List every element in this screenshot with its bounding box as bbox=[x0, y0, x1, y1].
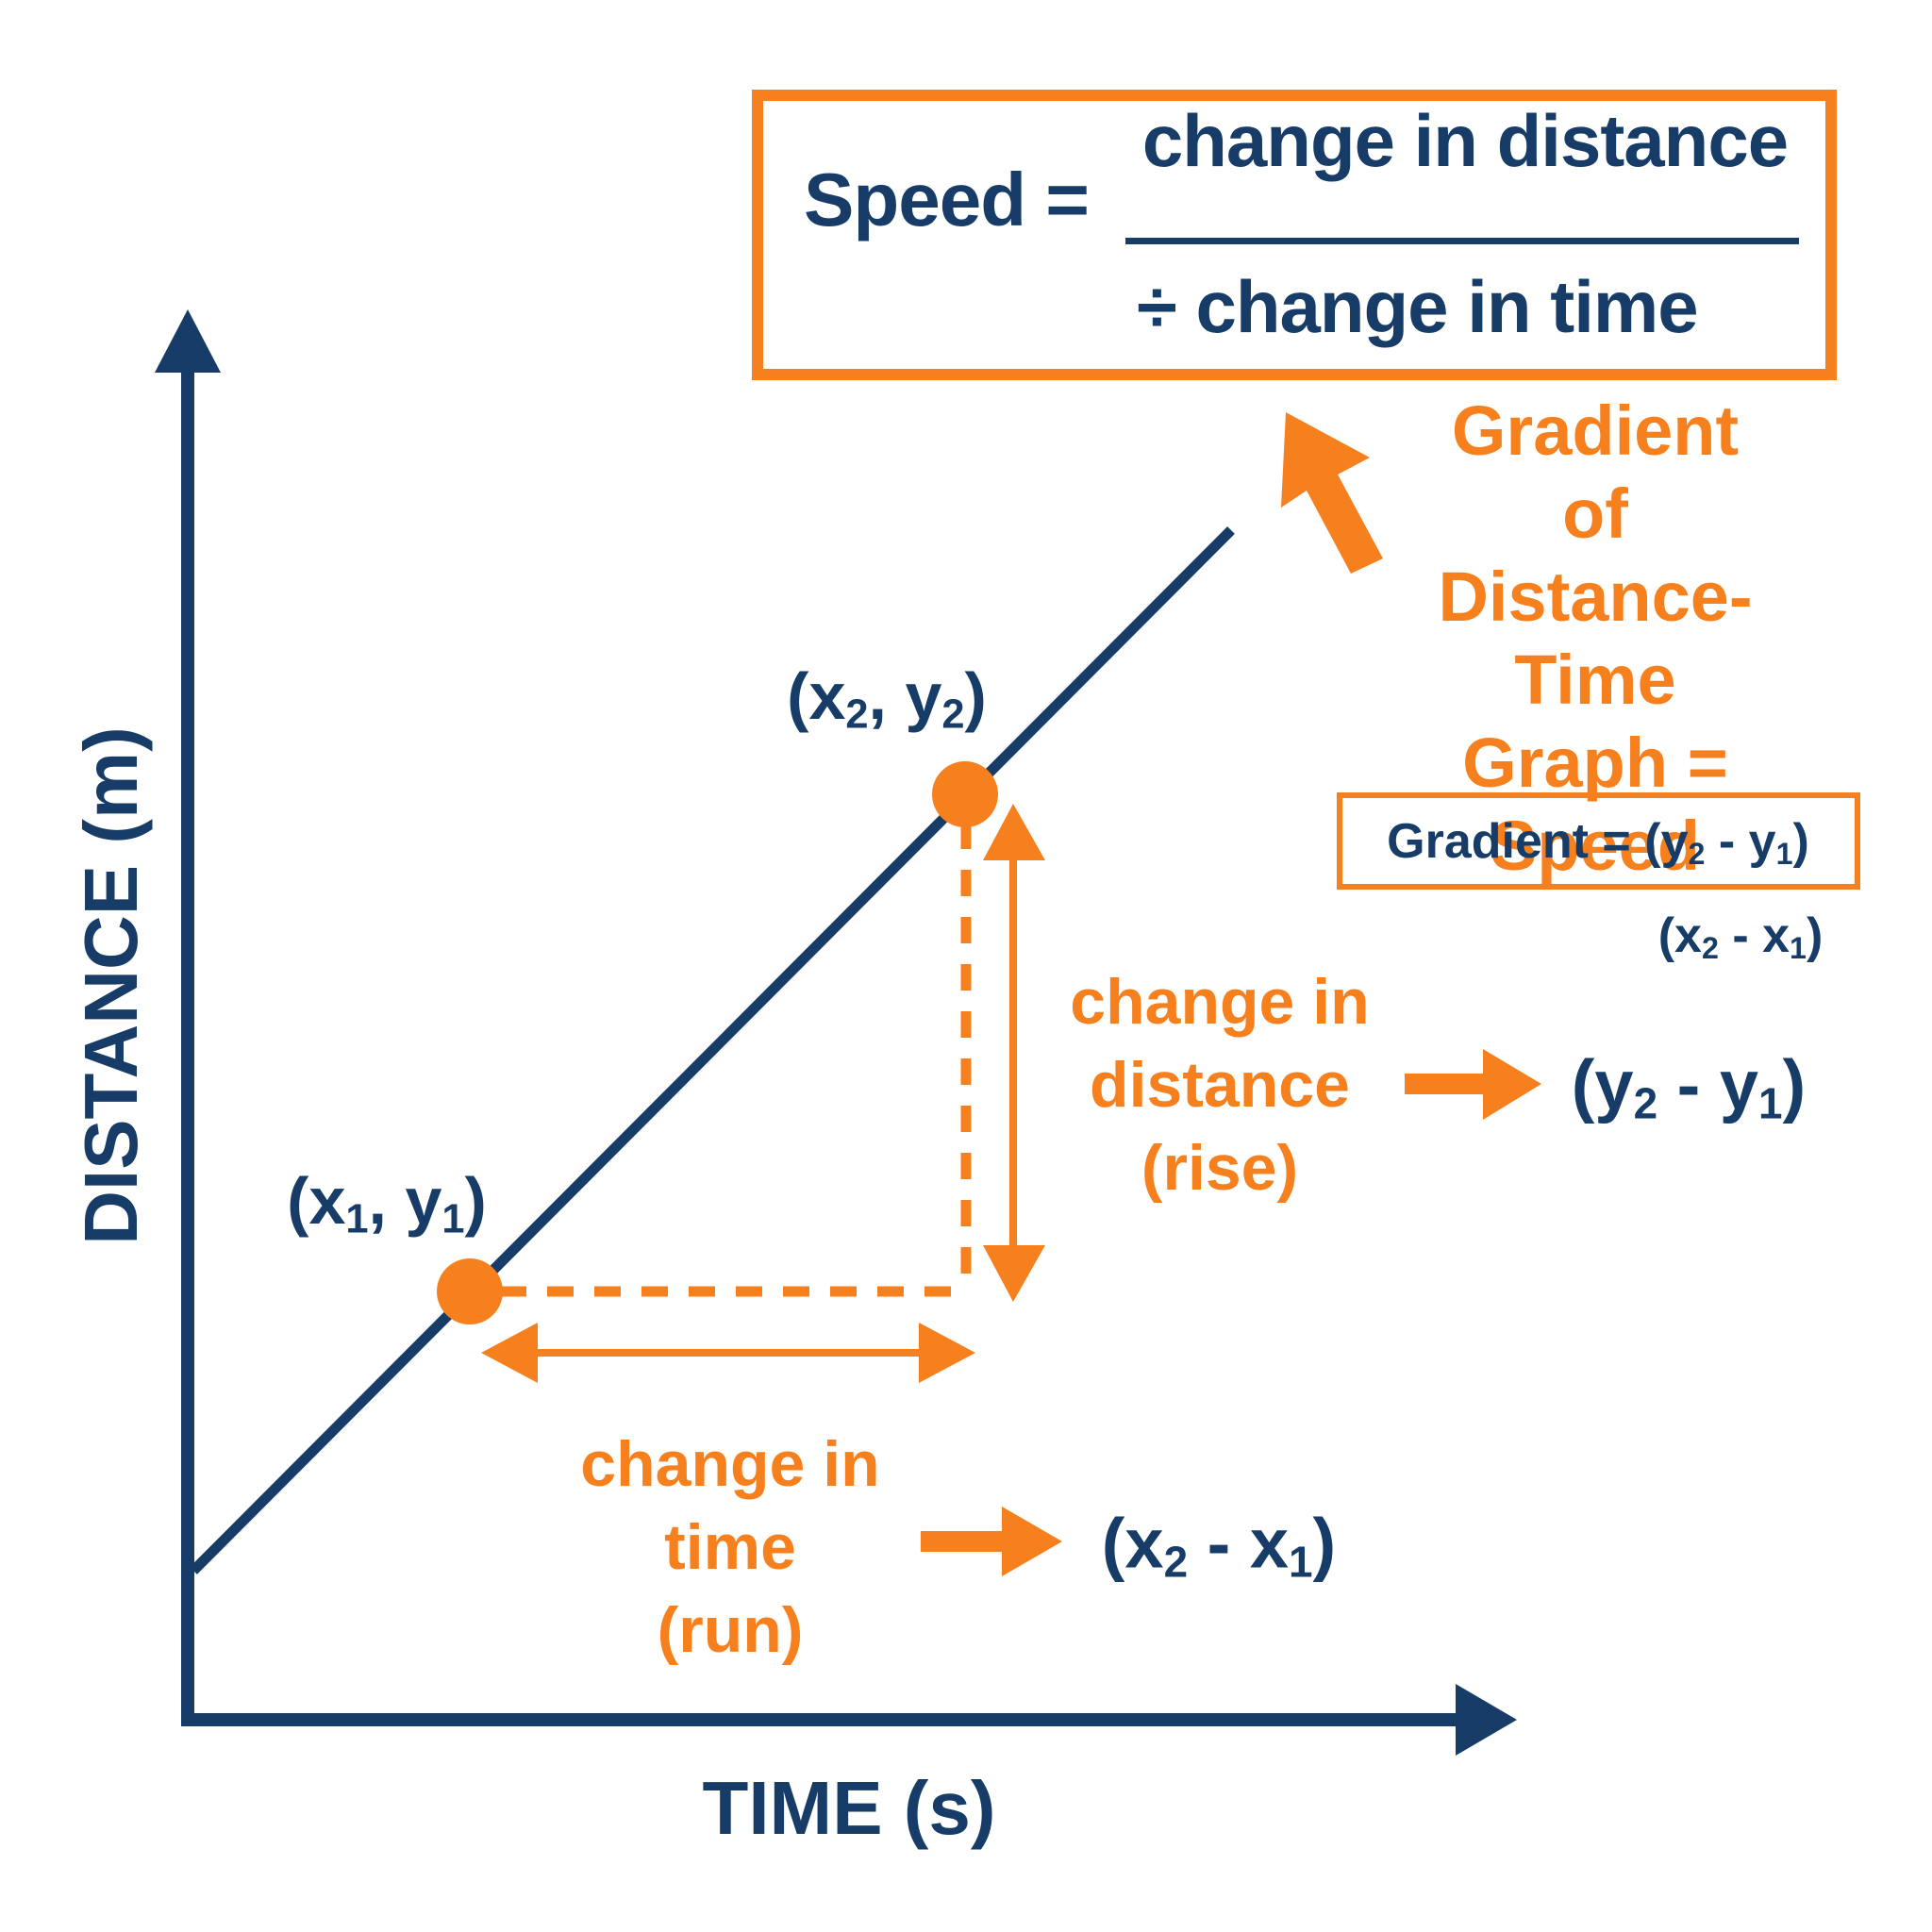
text: , y bbox=[868, 659, 942, 733]
text: Gradient = (y bbox=[1387, 814, 1689, 869]
text: , y bbox=[368, 1164, 442, 1238]
subscript: 2 bbox=[1163, 1537, 1189, 1587]
text: (x bbox=[787, 659, 846, 733]
rise-label: change in distance (rise) bbox=[1070, 960, 1369, 1209]
point-2 bbox=[932, 761, 998, 827]
distance-time-line bbox=[190, 526, 1235, 1574]
subscript: 1 bbox=[1775, 837, 1793, 872]
gradient-formula-denominator: (x2 - x1) bbox=[1658, 908, 1824, 964]
speed-formula-lhs: Speed = bbox=[804, 158, 1090, 242]
run-double-arrow-icon bbox=[481, 1323, 975, 1383]
run-expression: (x2 - x1) bbox=[1102, 1504, 1336, 1584]
rise-result-arrow-icon bbox=[1405, 1049, 1541, 1120]
speed-formula-numerator: change in distance bbox=[1141, 99, 1789, 182]
x-axis-arrowhead-icon bbox=[1456, 1684, 1517, 1756]
dashed-triangle bbox=[500, 823, 972, 1297]
subscript: 2 bbox=[1633, 1078, 1658, 1128]
text: ) bbox=[1806, 908, 1824, 963]
text: - x bbox=[1188, 1504, 1290, 1583]
subscript: 2 bbox=[941, 691, 965, 738]
pointer-arrow-icon bbox=[1281, 412, 1383, 574]
run-result-arrow-icon bbox=[921, 1507, 1062, 1576]
text: - y bbox=[1657, 1045, 1759, 1124]
subscript: 1 bbox=[1790, 931, 1807, 966]
point-1-label: (x1, y1) bbox=[287, 1163, 487, 1242]
speed-formula-denominator: ÷ change in time bbox=[1137, 265, 1699, 348]
text: (x bbox=[1657, 908, 1702, 963]
point-2-label: (x2, y2) bbox=[787, 658, 987, 735]
gradient-formula-box bbox=[1337, 792, 1860, 890]
subscript: 2 bbox=[845, 691, 869, 738]
rise-expression: (y2 - y1) bbox=[1572, 1045, 1806, 1125]
gradient-statement-line: Graph = Speed bbox=[1462, 724, 1728, 885]
x-axis bbox=[181, 1684, 1517, 1756]
text: ) bbox=[1792, 814, 1809, 869]
gradient-statement: Gradient of Distance-Time Graph = Speed bbox=[1427, 390, 1764, 888]
gradient-statement-line: Gradient of bbox=[1451, 391, 1740, 553]
text: (y bbox=[1571, 1045, 1634, 1124]
run-label-line: (run) bbox=[657, 1594, 804, 1666]
gradient-statement-line: Distance-Time bbox=[1438, 558, 1753, 719]
subscript: 2 bbox=[1701, 931, 1719, 966]
text: (x bbox=[287, 1164, 346, 1238]
text: ) bbox=[1312, 1504, 1337, 1583]
fraction-bar bbox=[1125, 238, 1799, 244]
subscript: 1 bbox=[441, 1196, 465, 1242]
text: - y bbox=[1705, 814, 1776, 869]
rise-label-line: change in bbox=[1070, 966, 1370, 1038]
subscript: 1 bbox=[345, 1196, 369, 1242]
run-label: change in time (run) bbox=[580, 1423, 879, 1672]
y-axis-arrowhead-icon bbox=[155, 309, 221, 373]
speed-formula-box bbox=[752, 90, 1837, 380]
text: ) bbox=[464, 1164, 487, 1238]
point-1 bbox=[437, 1258, 503, 1324]
gradient-formula-numerator: Gradient = (y2 - y1) bbox=[1387, 813, 1809, 870]
y-axis bbox=[155, 309, 221, 1726]
subscript: 2 bbox=[1688, 837, 1706, 872]
rise-double-arrow-icon bbox=[983, 804, 1045, 1302]
text: ) bbox=[1782, 1045, 1807, 1124]
text: - x bbox=[1718, 908, 1790, 963]
x-axis-title: TIME (s) bbox=[702, 1766, 996, 1850]
run-label-line: change in bbox=[580, 1428, 880, 1500]
subscript: 1 bbox=[1758, 1078, 1783, 1128]
subscript: 1 bbox=[1289, 1537, 1313, 1587]
text: ) bbox=[964, 659, 987, 733]
run-label-line: time bbox=[664, 1511, 796, 1583]
y-axis-title: DISTANCE (m) bbox=[69, 726, 153, 1245]
rise-label-line: (rise) bbox=[1141, 1132, 1299, 1204]
rise-label-line: distance bbox=[1090, 1049, 1350, 1121]
text: (x bbox=[1101, 1504, 1164, 1583]
